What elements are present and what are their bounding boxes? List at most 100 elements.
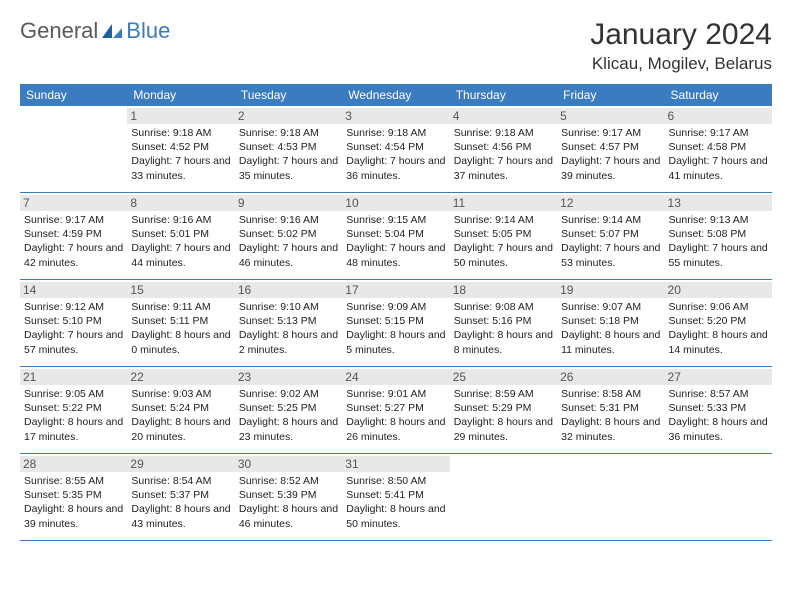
day-cell: 31Sunrise: 8:50 AMSunset: 5:41 PMDayligh… — [342, 454, 449, 540]
daylight-text: Daylight: 7 hours and 36 minutes. — [346, 154, 445, 182]
sunrise-text: Sunrise: 9:18 AM — [346, 126, 445, 140]
daylight-text: Daylight: 8 hours and 29 minutes. — [454, 415, 553, 443]
day-cell: 26Sunrise: 8:58 AMSunset: 5:31 PMDayligh… — [557, 367, 664, 453]
sunset-text: Sunset: 4:57 PM — [561, 140, 660, 154]
daylight-text: Daylight: 7 hours and 50 minutes. — [454, 241, 553, 269]
dayheader-row: Sunday Monday Tuesday Wednesday Thursday… — [20, 84, 772, 106]
day-info: Sunrise: 9:15 AMSunset: 5:04 PMDaylight:… — [346, 213, 445, 270]
day-cell: 7 Sunrise: 9:17 AMSunset: 4:59 PMDaylight… — [20, 193, 127, 279]
sunset-text: Sunset: 5:13 PM — [239, 314, 338, 328]
day-cell: 6Sunrise: 9:17 AMSunset: 4:58 PMDaylight… — [665, 106, 772, 192]
sunrise-text: Sunrise: 9:14 AM — [561, 213, 660, 227]
sunset-text: Sunset: 5:08 PM — [669, 227, 768, 241]
sunset-text: Sunset: 5:33 PM — [669, 401, 768, 415]
day-info: Sunrise: 8:52 AMSunset: 5:39 PMDaylight:… — [239, 474, 338, 531]
daylight-text: Daylight: 7 hours and 44 minutes. — [131, 241, 230, 269]
day-number: 18 — [450, 282, 557, 298]
sunset-text: Sunset: 4:52 PM — [131, 140, 230, 154]
day-number: 5 — [557, 108, 664, 124]
day-number: 26 — [557, 369, 664, 385]
dayheader-fri: Friday — [557, 84, 664, 106]
day-cell: 20Sunrise: 9:06 AMSunset: 5:20 PMDayligh… — [665, 280, 772, 366]
sunrise-text: Sunrise: 9:10 AM — [239, 300, 338, 314]
sunset-text: Sunset: 5:27 PM — [346, 401, 445, 415]
sunset-text: Sunset: 4:53 PM — [239, 140, 338, 154]
day-number: 23 — [235, 369, 342, 385]
sunset-text: Sunset: 5:41 PM — [346, 488, 445, 502]
dayheader-sat: Saturday — [665, 84, 772, 106]
daylight-text: Daylight: 8 hours and 17 minutes. — [24, 415, 123, 443]
day-cell: 16Sunrise: 9:10 AMSunset: 5:13 PMDayligh… — [235, 280, 342, 366]
sunset-text: Sunset: 5:04 PM — [346, 227, 445, 241]
day-info: Sunrise: 9:16 AMSunset: 5:01 PMDaylight:… — [131, 213, 230, 270]
day-info: Sunrise: 9:06 AMSunset: 5:20 PMDaylight:… — [669, 300, 768, 357]
daylight-text: Daylight: 8 hours and 36 minutes. — [669, 415, 768, 443]
day-info: Sunrise: 9:18 AMSunset: 4:52 PMDaylight:… — [131, 126, 230, 183]
day-number: 3 — [342, 108, 449, 124]
day-number: 15 — [127, 282, 234, 298]
sunrise-text: Sunrise: 9:12 AM — [24, 300, 123, 314]
day-number: 8 — [127, 195, 234, 211]
day-info: Sunrise: 9:17 AMSunset: 4:59 PMDaylight:… — [24, 213, 123, 270]
day-cell: 22Sunrise: 9:03 AMSunset: 5:24 PMDayligh… — [127, 367, 234, 453]
logo-text-blue: Blue — [126, 18, 170, 44]
day-info: Sunrise: 9:07 AMSunset: 5:18 PMDaylight:… — [561, 300, 660, 357]
dayheader-tue: Tuesday — [235, 84, 342, 106]
sunrise-text: Sunrise: 9:05 AM — [24, 387, 123, 401]
day-number: 1 — [127, 108, 234, 124]
dayheader-thu: Thursday — [450, 84, 557, 106]
sunset-text: Sunset: 5:10 PM — [24, 314, 123, 328]
daylight-text: Daylight: 8 hours and 14 minutes. — [669, 328, 768, 356]
day-info: Sunrise: 9:02 AMSunset: 5:25 PMDaylight:… — [239, 387, 338, 444]
sunrise-text: Sunrise: 8:59 AM — [454, 387, 553, 401]
day-cell: 1 Sunrise: 9:18 AMSunset: 4:52 PMDaylight… — [127, 106, 234, 192]
day-number: 19 — [557, 282, 664, 298]
logo-sail-icon — [100, 22, 124, 40]
sunrise-text: Sunrise: 9:08 AM — [454, 300, 553, 314]
sunset-text: Sunset: 5:25 PM — [239, 401, 338, 415]
day-number: 14 — [20, 282, 127, 298]
sunset-text: Sunset: 5:18 PM — [561, 314, 660, 328]
daylight-text: Daylight: 8 hours and 46 minutes. — [239, 502, 338, 530]
day-info: Sunrise: 9:08 AMSunset: 5:16 PMDaylight:… — [454, 300, 553, 357]
sunrise-text: Sunrise: 9:17 AM — [669, 126, 768, 140]
day-cell: 21Sunrise: 9:05 AMSunset: 5:22 PMDayligh… — [20, 367, 127, 453]
sunrise-text: Sunrise: 8:54 AM — [131, 474, 230, 488]
daylight-text: Daylight: 8 hours and 5 minutes. — [346, 328, 445, 356]
page-header: General Blue January 2024 Klicau, Mogile… — [20, 18, 772, 74]
day-number: 7 — [20, 195, 127, 211]
sunset-text: Sunset: 4:54 PM — [346, 140, 445, 154]
day-info: Sunrise: 9:14 AMSunset: 5:07 PMDaylight:… — [561, 213, 660, 270]
day-info: Sunrise: 9:10 AMSunset: 5:13 PMDaylight:… — [239, 300, 338, 357]
sunrise-text: Sunrise: 8:58 AM — [561, 387, 660, 401]
day-info: Sunrise: 9:05 AMSunset: 5:22 PMDaylight:… — [24, 387, 123, 444]
day-number: 30 — [235, 456, 342, 472]
sunrise-text: Sunrise: 9:07 AM — [561, 300, 660, 314]
day-info: Sunrise: 9:16 AMSunset: 5:02 PMDaylight:… — [239, 213, 338, 270]
daylight-text: Daylight: 8 hours and 2 minutes. — [239, 328, 338, 356]
day-cell: 3 Sunrise: 9:18 AMSunset: 4:54 PMDaylight… — [342, 106, 449, 192]
sunset-text: Sunset: 5:16 PM — [454, 314, 553, 328]
day-cell: 5Sunrise: 9:17 AMSunset: 4:57 PMDaylight… — [557, 106, 664, 192]
day-cell: 24Sunrise: 9:01 AMSunset: 5:27 PMDayligh… — [342, 367, 449, 453]
day-info: Sunrise: 9:03 AMSunset: 5:24 PMDaylight:… — [131, 387, 230, 444]
sunrise-text: Sunrise: 9:18 AM — [454, 126, 553, 140]
day-number: 12 — [557, 195, 664, 211]
daylight-text: Daylight: 8 hours and 11 minutes. — [561, 328, 660, 356]
sunset-text: Sunset: 5:20 PM — [669, 314, 768, 328]
day-info: Sunrise: 9:09 AMSunset: 5:15 PMDaylight:… — [346, 300, 445, 357]
title-block: January 2024 Klicau, Mogilev, Belarus — [590, 18, 772, 74]
day-number: 11 — [450, 195, 557, 211]
day-cell: 8 Sunrise: 9:16 AMSunset: 5:01 PMDaylight… — [127, 193, 234, 279]
day-cell: 11Sunrise: 9:14 AMSunset: 5:05 PMDayligh… — [450, 193, 557, 279]
week-row: 28Sunrise: 8:55 AMSunset: 5:35 PMDayligh… — [20, 454, 772, 541]
day-info: Sunrise: 8:57 AMSunset: 5:33 PMDaylight:… — [669, 387, 768, 444]
dayheader-mon: Monday — [127, 84, 234, 106]
weeks-container: 1Sunrise: 9:18 AMSunset: 4:52 PMDaylight… — [20, 106, 772, 541]
day-cell: 14Sunrise: 9:12 AMSunset: 5:10 PMDayligh… — [20, 280, 127, 366]
day-number: 6 — [665, 108, 772, 124]
week-row: 1Sunrise: 9:18 AMSunset: 4:52 PMDaylight… — [20, 106, 772, 193]
day-number: 2 — [235, 108, 342, 124]
daylight-text: Daylight: 8 hours and 50 minutes. — [346, 502, 445, 530]
day-info: Sunrise: 9:18 AMSunset: 4:56 PMDaylight:… — [454, 126, 553, 183]
